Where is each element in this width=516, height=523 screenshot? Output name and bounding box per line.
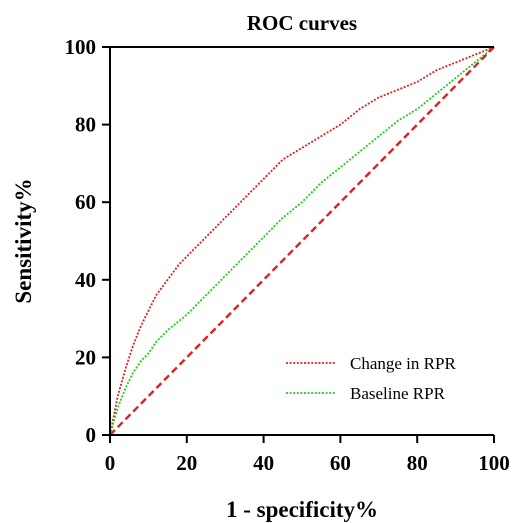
y-tick-label: 80 [75,113,96,137]
x-tick-label: 0 [105,451,116,475]
x-tick-label: 40 [253,451,274,475]
x-tick-label: 20 [176,451,197,475]
x-tick-label: 100 [478,451,510,475]
y-tick-label: 40 [75,268,96,292]
y-tick-label: 100 [65,35,97,59]
y-tick-label: 0 [86,423,97,447]
legend: Change in RPR Baseline RPR [286,354,456,403]
y-ticks: 0 20 40 60 80 100 [65,35,110,447]
chart-title: ROC curves [247,11,357,35]
series-line-1 [109,46,495,436]
y-tick-label: 60 [75,190,96,214]
series-line-0 [109,46,495,436]
legend-label: Baseline RPR [350,384,446,403]
x-tick-label: 60 [330,451,351,475]
reference-diagonal-line [109,46,495,436]
x-tick-label: 80 [407,451,428,475]
x-axis-label: 1 - specificity% [226,497,378,522]
legend-label: Change in RPR [350,354,456,373]
y-axis-label: Sensitivity% [11,178,36,303]
x-ticks: 0 20 40 60 80 100 [105,435,510,475]
y-tick-label: 20 [75,345,96,369]
plot-area [109,46,495,436]
